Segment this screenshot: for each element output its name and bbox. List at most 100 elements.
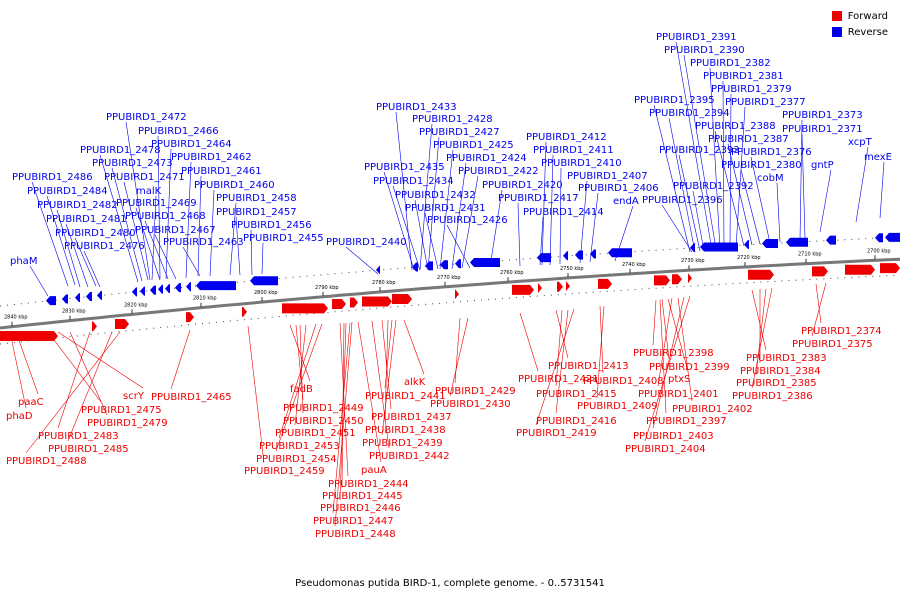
reverse-gene-label-text: malK bbox=[136, 186, 162, 197]
forward-gene-label: phaD bbox=[6, 331, 33, 422]
forward-gene-label-text: paaC bbox=[18, 397, 44, 408]
reverse-gene-label-text: PPUBIRD1_2420 bbox=[482, 180, 563, 191]
forward-gene-label: PPUBIRD1_2401 bbox=[638, 297, 719, 400]
forward-gene-label: PPUBIRD1_2447 bbox=[313, 322, 394, 527]
reverse-gene-label: PPUBIRD1_2414 bbox=[523, 207, 604, 266]
forward-gene-label-text: PPUBIRD1_2419 bbox=[516, 428, 597, 439]
reverse-gene-label-text: PPUBIRD1_2412 bbox=[526, 132, 607, 143]
reverse-gene-arrow bbox=[590, 249, 596, 259]
forward-gene-label-text: PPUBIRD1_2465 bbox=[151, 392, 232, 403]
forward-gene-label: PPUBIRD1_2383 bbox=[746, 289, 827, 364]
forward-gene-label-text: PPUBIRD1_2439 bbox=[362, 438, 443, 449]
forward-gene-label: PPUBIRD1_2413 bbox=[548, 309, 629, 372]
scale-tick: 2720 kbp bbox=[737, 255, 761, 266]
reverse-gene-arrow bbox=[86, 291, 92, 301]
reverse-gene-label-text: xcpT bbox=[848, 137, 873, 148]
forward-gene-arrow bbox=[512, 284, 534, 295]
forward-gene-arrow bbox=[598, 278, 612, 289]
reverse-gene-label-text: PPUBIRD1_2463 bbox=[163, 237, 244, 248]
scale-tick-label: 2840 kbp bbox=[4, 315, 28, 321]
reverse-gene-label-text: PPUBIRD1_2426 bbox=[427, 215, 508, 226]
scale-tick: 2790 kbp bbox=[315, 285, 339, 296]
reverse-gene-label-text: PPUBIRD1_2411 bbox=[533, 145, 614, 156]
forward-gene-label: PPUBIRD1_2384 bbox=[740, 289, 821, 377]
forward-gene-arrow bbox=[282, 303, 328, 314]
reverse-gene-label-text: PPUBIRD1_2431 bbox=[405, 203, 486, 214]
reverse-gene-label-text: PPUBIRD1_2417 bbox=[498, 193, 579, 204]
forward-gene-arrow bbox=[115, 319, 129, 330]
reverse-gene-label-text: PPUBIRD1_2393 bbox=[659, 145, 740, 156]
forward-gene-arrow bbox=[392, 294, 412, 305]
reverse-gene-label: PPUBIRD1_2420 bbox=[482, 180, 563, 268]
reverse-gene-label-text: PPUBIRD1_2428 bbox=[412, 114, 493, 125]
reverse-gene-label: PPUBIRD1_2476 bbox=[64, 241, 145, 288]
reverse-gene-label-text: PPUBIRD1_2371 bbox=[782, 124, 863, 135]
reverse-gene-label: gntP bbox=[811, 160, 834, 233]
reverse-gene-label-text: PPUBIRD1_2457 bbox=[216, 207, 297, 218]
forward-gene-label: PPUBIRD1_2475 bbox=[47, 331, 162, 416]
reverse-gene-label: PPUBIRD1_2478 bbox=[80, 145, 161, 283]
scale-tick-label: 2730 kbp bbox=[681, 258, 705, 264]
reverse-gene-label-text: PPUBIRD1_2394 bbox=[649, 108, 730, 119]
forward-gene-label-text: PPUBIRD1_2413 bbox=[548, 361, 629, 372]
reverse-gene-label: PPUBIRD1_2458 bbox=[216, 193, 297, 276]
forward-gene-label-text: PPUBIRD1_2385 bbox=[736, 378, 817, 389]
reverse-gene-label: PPUBIRD1_2425 bbox=[433, 140, 514, 270]
reverse-gene-label-text: cobM bbox=[757, 173, 784, 184]
reverse-gene-label: PPUBIRD1_2407 bbox=[567, 171, 648, 264]
forward-gene-label-text: PPUBIRD1_2438 bbox=[365, 425, 446, 436]
genome-caption: Pseudomonas putida BIRD-1, complete geno… bbox=[295, 578, 605, 589]
reverse-gene-arrow bbox=[196, 281, 236, 291]
reverse-gene-label-text: PPUBIRD1_2391 bbox=[656, 32, 737, 43]
forward-gene-label-text: PPUBIRD1_2447 bbox=[313, 516, 394, 527]
scale-tick-label: 2790 kbp bbox=[315, 285, 339, 291]
forward-gene-label-text: PPUBIRD1_2444 bbox=[328, 479, 409, 490]
forward-gene-arrow bbox=[654, 275, 670, 286]
forward-gene-label-text: PPUBIRD1_2415 bbox=[536, 389, 617, 400]
forward-gene-label: paaC bbox=[15, 331, 44, 408]
forward-gene-label-text: PPUBIRD1_2397 bbox=[646, 416, 727, 427]
forward-gene-label-text: PPUBIRD1_2374 bbox=[801, 326, 882, 337]
reverse-gene-label-text: PPUBIRD1_2432 bbox=[395, 190, 476, 201]
scale-tick: 2710 kbp bbox=[798, 252, 822, 263]
forward-gene-arrow bbox=[557, 281, 563, 292]
reverse-gene-arrow bbox=[97, 290, 102, 300]
legend-reverse: Reverse bbox=[831, 24, 888, 40]
reverse-gene-label: PPUBIRD1_2373 bbox=[782, 110, 863, 241]
legend: Forward Reverse bbox=[831, 8, 888, 40]
forward-gene-label: PPUBIRD1_2454 bbox=[256, 323, 337, 465]
reverse-gene-label: PPUBIRD1_2377 bbox=[725, 97, 806, 248]
reverse-gene-label: PPUBIRD1_2481 bbox=[46, 214, 127, 288]
reverse-gene-label: PPUBIRD1_2464 bbox=[151, 139, 232, 280]
reverse-gene-label-text: PPUBIRD1_2468 bbox=[125, 211, 206, 222]
reverse-gene-label-text: PPUBIRD1_2390 bbox=[664, 45, 745, 56]
forward-gene-label-text: PPUBIRD1_2403 bbox=[633, 431, 714, 442]
reverse-gene-label-text: PPUBIRD1_2486 bbox=[12, 172, 93, 183]
reverse-gene-label: PPUBIRD1_2462 bbox=[171, 152, 252, 279]
forward-gene-label-text: PPUBIRD1_2459 bbox=[244, 466, 325, 477]
scale-tick: 2700 kbp bbox=[867, 248, 891, 260]
forward-gene-label-text: PPUBIRD1_2402 bbox=[672, 404, 753, 415]
forward-gene-label: PPUBIRD1_2402 bbox=[672, 297, 753, 415]
reverse-gene-arrow bbox=[563, 251, 568, 261]
reverse-gene-arrow bbox=[132, 287, 137, 297]
reverse-gene-label: PPUBIRD1_2380 bbox=[721, 160, 802, 245]
reverse-gene-label: PPUBIRD1_2428 bbox=[412, 114, 493, 271]
forward-gene-arrow bbox=[566, 281, 570, 292]
reverse-gene-label-text: PPUBIRD1_2471 bbox=[104, 172, 185, 183]
forward-gene-label-text: PPUBIRD1_2416 bbox=[536, 416, 617, 427]
legend-forward-label: Forward bbox=[847, 10, 888, 22]
reverse-gene-label-text: PPUBIRD1_2458 bbox=[216, 193, 297, 204]
forward-gene-label-text: PPUBIRD1_2453 bbox=[259, 441, 340, 452]
reverse-gene-arrow bbox=[376, 265, 380, 275]
reverse-gene-label-text: PPUBIRD1_2467 bbox=[135, 225, 216, 236]
forward-gene-label-text: PPUBIRD1_2488 bbox=[6, 456, 87, 467]
reverse-gene-arrow bbox=[425, 261, 433, 271]
forward-gene-label-text: PPUBIRD1_2429 bbox=[435, 386, 516, 397]
reverse-gene-label-text: gntP bbox=[811, 160, 834, 171]
scale-tick: 2830 kbp bbox=[62, 309, 86, 320]
forward-gene-label-text: pauA bbox=[361, 465, 387, 476]
reverse-gene-label: xcpT bbox=[848, 137, 873, 223]
reverse-gene-arrow bbox=[744, 240, 749, 250]
reverse-gene-label: malK bbox=[136, 186, 162, 281]
